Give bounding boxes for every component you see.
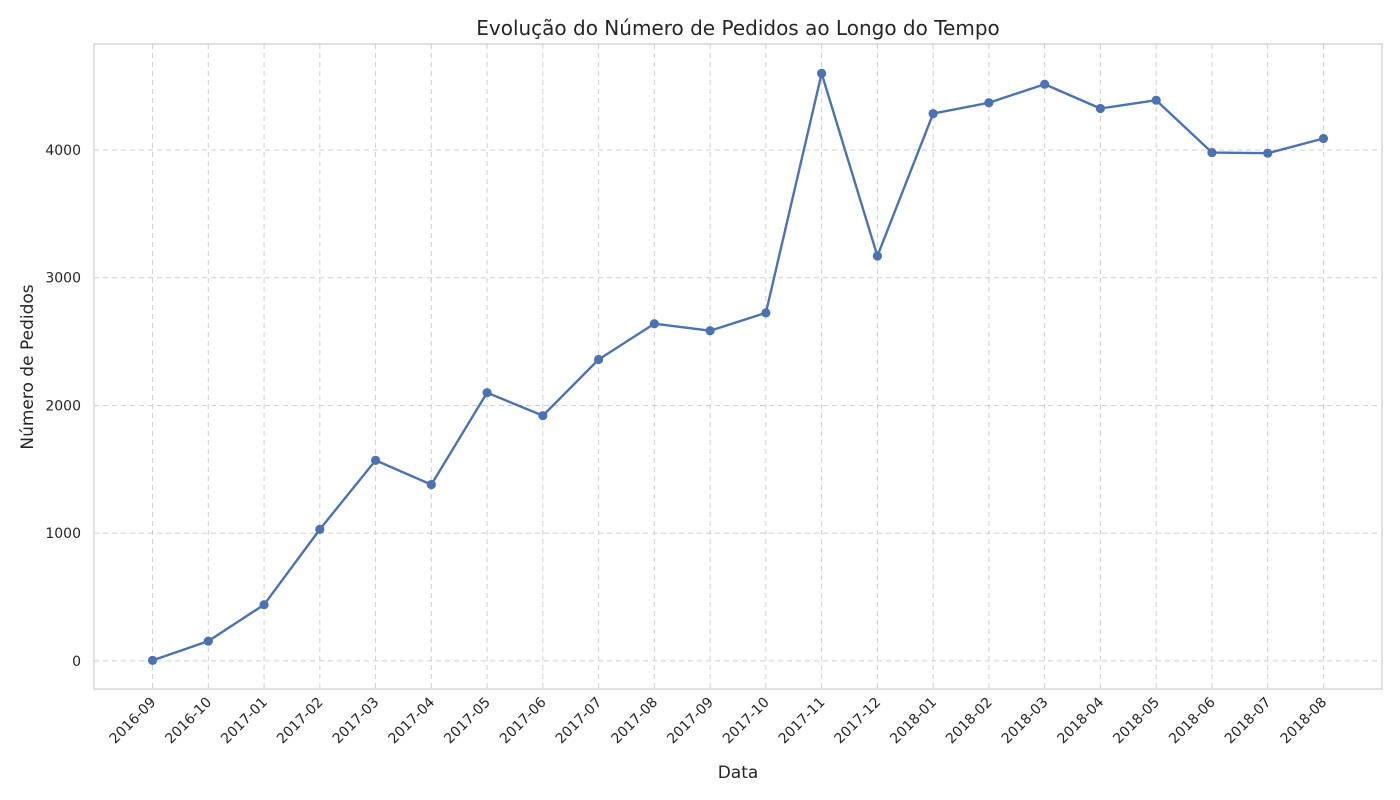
data-point-marker: [370, 455, 381, 465]
data-point-marker: [1263, 148, 1273, 158]
y-axis-ticks: 0 1000 2000 3000 4000: [45, 143, 81, 670]
data-point-marker: [761, 308, 771, 318]
y-tick-label: 0: [72, 654, 81, 670]
series-line: [152, 72, 1324, 662]
plot-area-frame: [93, 43, 1383, 690]
data-point-marker: [649, 319, 659, 329]
data-point-marker: [1318, 133, 1329, 144]
data-point-marker: [594, 354, 604, 365]
data-point-marker: [426, 480, 436, 490]
data-point-marker: [1151, 95, 1161, 105]
data-point-marker: [705, 326, 715, 336]
y-tick-label: 3000: [45, 271, 81, 287]
data-point-marker: [984, 98, 994, 108]
chart-title: Evolução do Número de Pedidos ao Longo d…: [476, 16, 1000, 40]
data-point-marker: [1095, 103, 1106, 114]
data-point-marker: [482, 388, 492, 398]
y-tick-label: 1000: [45, 526, 81, 542]
data-point-marker: [538, 411, 548, 421]
data-point-marker: [315, 524, 325, 534]
data-point-marker: [928, 109, 938, 119]
data-point-marker: [1207, 147, 1217, 158]
y-tick-label: 2000: [45, 398, 81, 414]
y-tick-label: 4000: [45, 143, 81, 159]
data-point-marker: [817, 68, 827, 78]
data-point-marker: [147, 655, 158, 665]
data-point-marker: [259, 600, 269, 610]
x-axis-label: Data: [718, 763, 759, 783]
data-point-marker: [203, 636, 213, 646]
data-point-marker: [872, 251, 882, 261]
data-point-marker: [1040, 79, 1050, 89]
y-axis-label: Número de Pedidos: [18, 284, 38, 449]
grid: [94, 44, 1382, 689]
series-layer: [147, 68, 1329, 665]
